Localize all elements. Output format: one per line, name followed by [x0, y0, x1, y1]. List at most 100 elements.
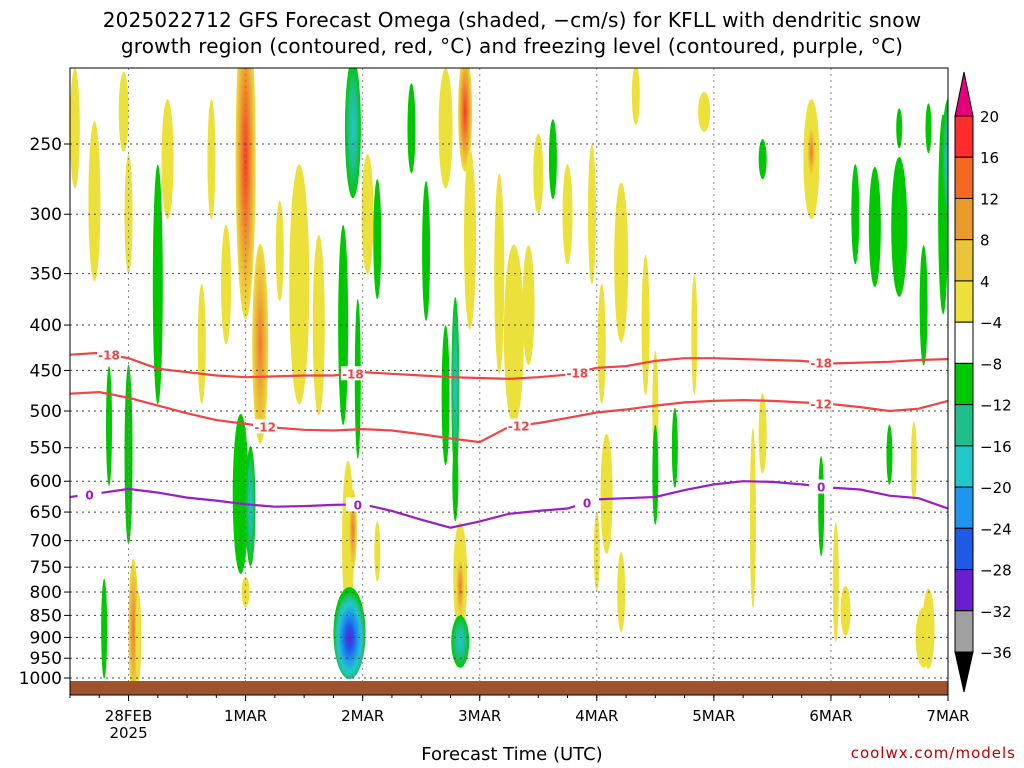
omega-blob [691, 274, 698, 395]
y-tick-label: 850 [30, 606, 62, 626]
contour-label: -12 [810, 397, 832, 411]
omega-blob [910, 421, 917, 502]
colorbar-label: 12 [980, 190, 999, 208]
contour-label-bg [565, 365, 590, 380]
colorbar-under-arrow [954, 651, 974, 693]
omega-blob [333, 587, 366, 680]
x-tick-label: 6MAR [809, 707, 852, 725]
contour-label-bg [809, 396, 834, 411]
omega-blob [919, 245, 928, 366]
colorbar-swatch [954, 404, 974, 447]
omega-blob [942, 99, 948, 220]
omega-blob [671, 407, 678, 488]
omega-blob [840, 585, 851, 636]
omega-blob [891, 156, 908, 297]
omega-blob [221, 224, 232, 345]
colorbar-label: 20 [980, 108, 999, 126]
colorbar-label: −28 [980, 562, 1012, 580]
omega-blob [451, 615, 470, 668]
y-tick-label: 250 [30, 135, 62, 155]
y-tick-label: 900 [30, 628, 62, 648]
omega-blob [851, 164, 860, 265]
terrain-ground [70, 681, 948, 695]
x-tick-label: 3MAR [458, 707, 501, 725]
omega-shading [70, 68, 948, 695]
omega-blob [597, 283, 606, 404]
omega-blob [456, 557, 465, 618]
x-axis-label: Forecast Time (UTC) [421, 744, 603, 765]
omega-blob [758, 393, 767, 474]
omega-blob [361, 154, 374, 275]
contour-label-bg [77, 487, 102, 502]
colorbar-swatch [954, 569, 974, 612]
y-tick-label: 450 [30, 361, 62, 381]
omega-blob [868, 166, 881, 287]
y-axis: 2503003504004505005506006507007508008509… [19, 135, 70, 689]
contour-label-bg [506, 418, 531, 433]
y-tick-label: 600 [30, 472, 62, 492]
contour-label: -18 [566, 366, 588, 380]
x-tick-label: 1MAR [224, 707, 267, 725]
omega-blob [207, 99, 216, 220]
omega-blob [600, 433, 613, 554]
colorbar-swatch [954, 197, 974, 241]
omega-blob [245, 446, 256, 567]
contour-line [70, 351, 948, 381]
colorbar-label: −16 [980, 438, 1012, 456]
x-tick-label: 2MAR [341, 707, 384, 725]
colorbar-swatch [954, 527, 974, 571]
colorbar-label: 16 [980, 149, 999, 167]
colorbar-label: −12 [980, 397, 1012, 415]
omega-blob [118, 71, 129, 152]
colorbar-over-arrow [954, 71, 974, 117]
omega-blob [106, 366, 113, 487]
omega-blob [88, 121, 101, 282]
y-tick-label: 300 [30, 205, 62, 225]
contour-label-bg [340, 366, 365, 381]
contour-label: 0 [354, 498, 362, 512]
colorbar: 20 16 12 8 4 −4 −8 −12 −16 −20 −24 −28 −32 −36 [954, 71, 1012, 693]
omega-blob [631, 68, 640, 125]
colorbar-swatch [954, 115, 974, 158]
omega-blob [252, 243, 269, 444]
omega-blob [344, 68, 361, 199]
colorbar-swatch [954, 239, 974, 282]
omega-blob [593, 511, 600, 592]
colorbar-label: −36 [980, 644, 1012, 662]
contour-label: 0 [817, 481, 825, 495]
x-tick-label: 4MAR [575, 707, 618, 725]
omega-blob [124, 364, 133, 545]
omega-blob [124, 154, 133, 275]
contour-label: 0 [85, 488, 93, 502]
y-tick-label: 550 [30, 439, 62, 459]
colorbar-swatch [954, 156, 974, 199]
contour-line [70, 480, 948, 529]
colorbar-label: −32 [980, 603, 1012, 621]
y-tick-label: 650 [30, 503, 62, 523]
contour-label: 0 [583, 496, 591, 510]
x-tick-label: 5MAR [692, 707, 735, 725]
omega-blob [161, 99, 174, 220]
omega-blob [374, 521, 381, 582]
omega-blob [312, 235, 325, 416]
colorbar-label: −20 [980, 479, 1012, 497]
x-tick-sublabel: 2025 [109, 724, 147, 742]
omega-blob [807, 126, 816, 177]
y-tick-label: 350 [30, 265, 62, 285]
omega-blob [451, 297, 460, 478]
omega-blob [458, 68, 473, 172]
y-tick-label: 500 [30, 402, 62, 422]
contour-label-bg [97, 347, 122, 362]
contour-label: -18 [342, 367, 364, 381]
omega-blob [438, 68, 453, 189]
colorbar-label: 4 [980, 273, 990, 291]
y-tick-label: 800 [30, 583, 62, 603]
credit-text: coolwx.com/models [850, 744, 1016, 762]
chart-title-line1: 2025022712 GFS Forecast Omega (shaded, −… [102, 8, 922, 32]
colorbar-swatch [954, 486, 974, 529]
x-tick-label: 28FEB [105, 707, 152, 725]
contour-label-bg [253, 419, 278, 434]
contour-label: -12 [508, 420, 530, 434]
contour-label-bg [575, 495, 600, 510]
